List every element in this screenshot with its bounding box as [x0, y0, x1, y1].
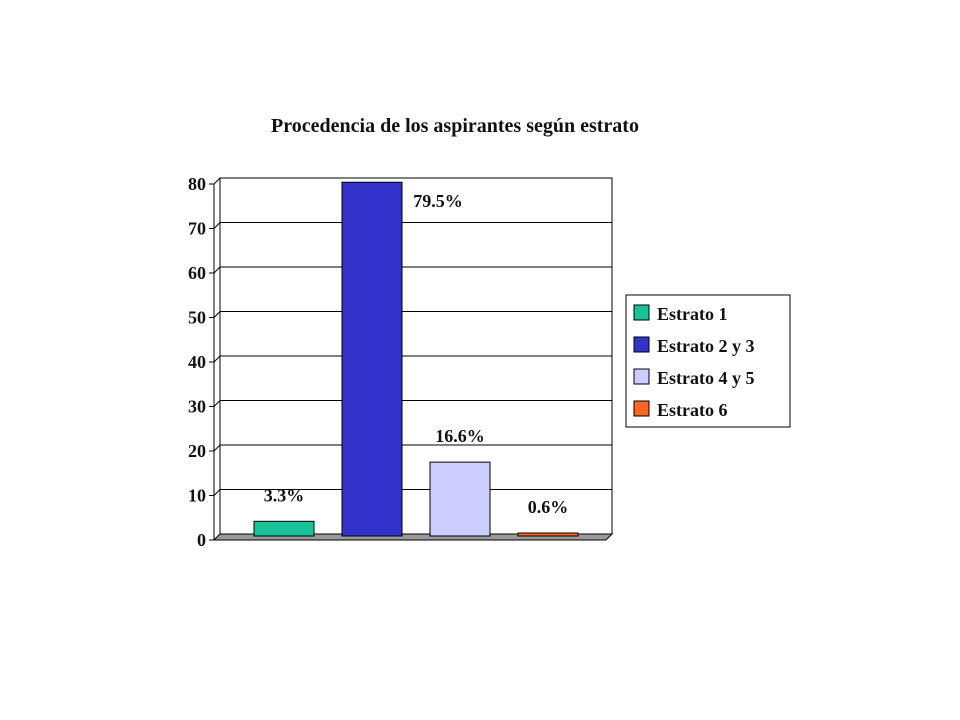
data-labels: 3.3% 79.5% 16.6% 0.6%: [264, 191, 569, 517]
y-tick-label: 30: [188, 397, 206, 417]
gridline-connector: [213, 444, 221, 452]
y-tick-label: 40: [188, 352, 206, 372]
data-label: 0.6%: [528, 497, 569, 517]
legend-box: [625, 294, 791, 428]
bar-estrato-6: [517, 532, 579, 537]
legend-label: Estrato 6: [657, 400, 728, 420]
legend: Estrato 1 Estrato 2 y 3 Estrato 4 y 5 Estra…: [625, 294, 791, 428]
gridline-connector: [213, 177, 221, 185]
gridline-connector: [213, 222, 221, 229]
gridline-connector: [213, 266, 221, 274]
bar-estrato-4-y-5: [429, 461, 491, 537]
y-tick-label: 70: [188, 219, 206, 239]
legend-label: Estrato 4 y 5: [657, 368, 755, 388]
y-axis: 0 10 20 30 40 50 60 70 80: [188, 174, 614, 550]
gridline-connector: [213, 311, 221, 318]
y-tick-label: 0: [197, 530, 206, 550]
legend-label: Estrato 2 y 3: [657, 336, 755, 356]
legend-label: Estrato 1: [657, 304, 728, 324]
legend-swatch: [633, 304, 650, 321]
bar-estrato-1: [253, 520, 315, 537]
gridline-connector: [213, 400, 221, 407]
data-label: 16.6%: [435, 426, 485, 446]
y-tick-label: 10: [188, 486, 206, 506]
data-label: 79.5%: [413, 191, 463, 211]
y-tick-label: 80: [188, 174, 206, 194]
bars: [253, 181, 579, 537]
data-label: 3.3%: [264, 485, 305, 505]
legend-swatch: [633, 400, 650, 417]
gridline-connector: [213, 489, 221, 496]
y-tick-label: 60: [188, 263, 206, 283]
y-tick-label: 20: [188, 441, 206, 461]
legend-swatch: [633, 368, 650, 385]
legend-swatch: [633, 336, 650, 353]
y-tick-label: 50: [188, 308, 206, 328]
gridline-connector: [213, 355, 221, 363]
bar-estrato-2-y-3: [341, 181, 403, 537]
chart-title: Procedencia de los aspirantes según estr…: [271, 115, 639, 137]
